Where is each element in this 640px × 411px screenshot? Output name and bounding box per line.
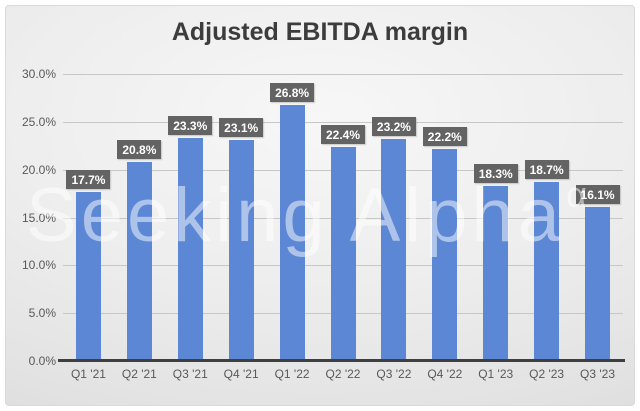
bar-value-label: 22.2% [422,126,467,146]
x-axis-tick-label: Q2 '23 [529,367,565,381]
x-axis-tick-label: Q1 '23 [478,367,514,381]
bar-Q3 '21 [177,138,203,361]
bar-value-label-wrap: 23.3% [153,116,227,136]
x-axis-tick-label: Q3 '22 [376,367,412,381]
bar-value-label: 23.2% [371,117,416,137]
x-axis-tick-label: Q3 '23 [580,367,616,381]
bar-value-label-wrap: 26.8% [255,82,329,102]
plot-area: 17.7% 20.8% 23.3% 23.1% 26.8% 22.4% 23.2% 22.2%… [63,74,623,361]
bar-value-label-wrap: 22.4% [306,124,380,144]
x-axis: Q1 '21 Q2 '21 Q3 '21 Q4 '21 Q1 '22 Q2 '22 Q3 '… [63,367,623,385]
y-axis-tick-label: 0.0% [28,354,56,368]
x-axis-tick-label: Q2 '22 [325,367,361,381]
y-axis: 0.0% 5.0% 10.0% 15.0% 20.0% 25.0% 30.0% [6,67,56,368]
bar-Q3 '23 [585,206,611,361]
y-axis-tick-label: 25.0% [21,114,56,129]
y-axis-tick-label: 5.0% [28,306,56,321]
bar-Q1 '22 [279,104,305,361]
x-axis-tick-label: Q1 '21 [70,367,106,381]
bar-value-label: 23.3% [168,116,213,136]
bar-value-label: 17.7% [66,169,111,189]
bar-value-label: 23.1% [219,118,264,138]
y-axis-tick-label: 15.0% [21,210,56,225]
y-axis-tick-label: 30.0% [21,67,56,81]
x-axis-line [58,359,625,362]
bar-value-label-wrap: 16.1% [561,184,634,204]
bar-Q4 '21 [228,140,254,361]
chart-container: Adjusted EBITDA margin 0.0% 5.0% 10.0% 15.0… [5,5,635,406]
bar-value-label-wrap: 17.7% [51,169,125,189]
x-axis-tick-label: Q3 '21 [172,367,208,381]
bar-value-label-wrap: 18.7% [510,160,584,180]
y-axis-tick-label: 20.0% [21,162,56,177]
bar-value-label: 22.4% [320,124,366,144]
bar-value-label: 18.7% [524,160,569,180]
bar-value-label-wrap: 18.3% [459,163,533,183]
bar-value-label: 26.8% [270,82,315,102]
bar-value-label-wrap: 20.8% [102,140,176,160]
bar-Q2 '21 [126,162,152,361]
bar-value-label-wrap: 23.1% [204,118,278,138]
gridline [63,74,623,75]
bar-value-label-wrap: 23.2% [357,117,431,137]
x-axis-tick-label: Q4 '22 [427,367,463,381]
x-axis-tick-label: Q2 '21 [121,367,157,381]
bar-value-label: 16.1% [575,184,620,204]
chart-title: Adjusted EBITDA margin [171,18,469,46]
x-axis-tick-label: Q1 '22 [274,367,310,381]
x-axis-tick-label: Q4 '21 [223,367,259,381]
bar-Q2 '22 [330,146,356,361]
bar-value-label-wrap: 22.2% [408,126,482,146]
bar-Q4 '22 [432,148,458,361]
bar-Q1 '23 [483,185,509,361]
bar-Q3 '22 [381,139,407,361]
gridline [63,121,623,123]
bar-Q1 '21 [75,191,101,361]
bar-value-label: 18.3% [473,163,518,183]
bar-value-label: 20.8% [117,140,162,160]
bar-Q2 '23 [534,182,560,361]
y-axis-tick-label: 10.0% [21,258,56,273]
